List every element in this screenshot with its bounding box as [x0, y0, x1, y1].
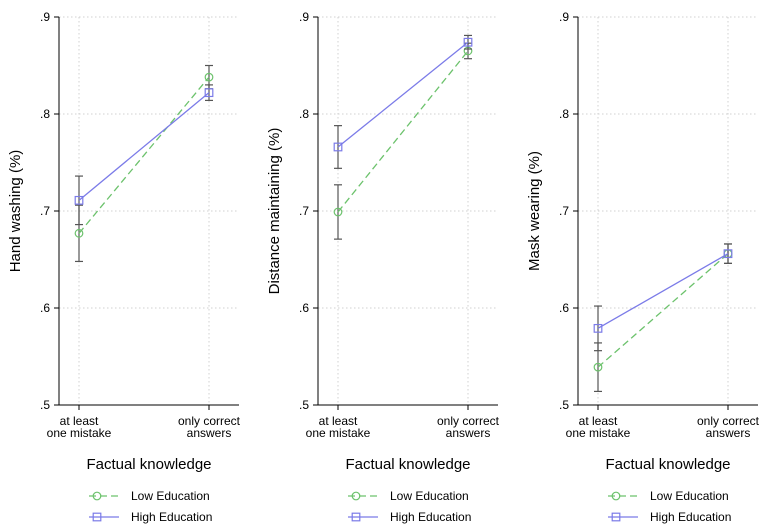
- data-point-high-education: [204, 88, 214, 98]
- legend-marker-square: [351, 512, 361, 522]
- y-tick-label: .9: [40, 10, 50, 24]
- legend-marker-square: [611, 512, 621, 522]
- series-line-low-education: [337, 50, 469, 213]
- data-point-high-education: [333, 142, 343, 152]
- legend-label: Low Education: [650, 489, 729, 503]
- series-line-high-education: [597, 253, 729, 329]
- data-point-low-education: [74, 228, 84, 238]
- series-line-high-education: [337, 41, 469, 148]
- y-tick-label: .6: [299, 301, 309, 315]
- legend-marker-circle: [351, 491, 361, 501]
- legend-marker-square: [92, 512, 102, 522]
- y-tick-label: .5: [40, 398, 50, 412]
- series-line-low-education: [597, 253, 729, 368]
- y-tick-label: .5: [559, 398, 569, 412]
- x-tick-label: answers: [446, 426, 491, 440]
- y-tick-label: .7: [40, 204, 50, 218]
- x-axis-title: Factual knowledge: [86, 456, 211, 473]
- x-axis-title: Factual knowledge: [345, 456, 470, 473]
- y-axis-title: Distance maintaining (%): [266, 128, 283, 295]
- legend-marker-circle: [611, 491, 621, 501]
- y-tick-label: .8: [559, 107, 569, 121]
- x-tick-label: at least: [60, 414, 99, 428]
- x-tick-label: answers: [706, 426, 751, 440]
- x-tick-label: one mistake: [47, 426, 112, 440]
- y-tick-label: .6: [559, 301, 569, 315]
- data-point-high-education: [593, 323, 603, 333]
- x-axis-title: Factual knowledge: [605, 456, 730, 473]
- y-axis-title: Hand washing (%): [7, 150, 24, 273]
- legend-marker-circle: [92, 491, 102, 501]
- y-tick-label: .7: [299, 204, 309, 218]
- series-line-high-education: [78, 92, 210, 201]
- data-point-high-education: [723, 249, 733, 259]
- x-tick-label: one mistake: [306, 426, 371, 440]
- y-tick-label: .6: [40, 301, 50, 315]
- y-tick-label: .5: [299, 398, 309, 412]
- legend-label: Low Education: [131, 489, 210, 503]
- y-axis-title: Mask wearing (%): [526, 151, 543, 271]
- x-tick-label: answers: [187, 426, 232, 440]
- y-tick-label: .8: [299, 107, 309, 121]
- x-tick-label: only correct: [697, 414, 760, 428]
- data-point-high-education: [463, 37, 473, 47]
- data-point-low-education: [204, 72, 214, 82]
- legend-label: High Education: [131, 510, 212, 524]
- x-tick-label: only correct: [178, 414, 241, 428]
- data-point-high-education: [74, 195, 84, 205]
- legend-label: High Education: [650, 510, 731, 524]
- legend-label: High Education: [390, 510, 471, 524]
- x-tick-label: at least: [579, 414, 618, 428]
- x-tick-label: one mistake: [566, 426, 631, 440]
- x-tick-label: at least: [319, 414, 358, 428]
- y-tick-label: .9: [559, 10, 569, 24]
- series-line-low-education: [78, 76, 210, 234]
- y-tick-label: .9: [299, 10, 309, 24]
- data-point-low-education: [333, 207, 343, 217]
- data-point-low-education: [593, 362, 603, 372]
- legend-label: Low Education: [390, 489, 469, 503]
- x-tick-label: only correct: [437, 414, 500, 428]
- y-tick-label: .7: [559, 204, 569, 218]
- y-tick-label: .8: [40, 107, 50, 121]
